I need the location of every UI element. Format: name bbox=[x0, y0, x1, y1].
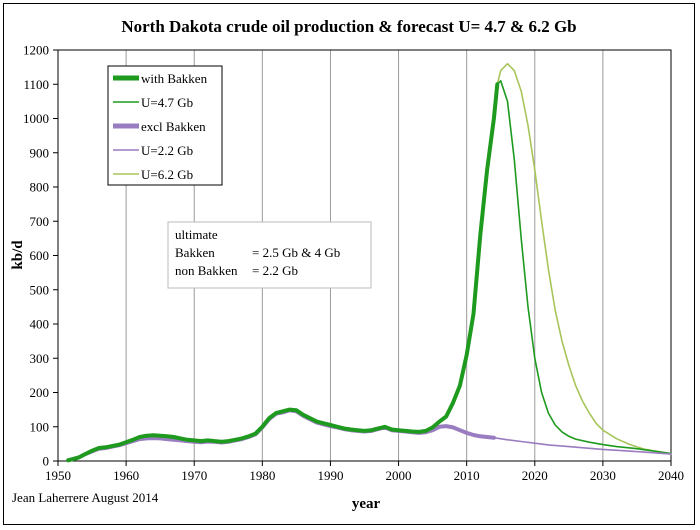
legend-label-u47: U=4.7 Gb bbox=[141, 95, 193, 110]
y-tick-label: 900 bbox=[30, 145, 50, 160]
x-tick-label: 1960 bbox=[113, 468, 139, 483]
x-tick-label: 2020 bbox=[522, 468, 548, 483]
x-tick-label: 2010 bbox=[454, 468, 480, 483]
legend-label-excl-bakken: excl Bakken bbox=[141, 119, 206, 134]
series-line-u-4-7-gb bbox=[496, 80, 672, 455]
credit-text: Jean Laherrere August 2014 bbox=[12, 490, 159, 505]
y-tick-label: 100 bbox=[30, 419, 50, 434]
y-tick-label: 1100 bbox=[23, 77, 49, 92]
chart-title: North Dakota crude oil production & fore… bbox=[121, 17, 576, 36]
y-tick-label: 200 bbox=[30, 385, 50, 400]
annotation-line-2-value: = 2.5 Gb & 4 Gb bbox=[252, 245, 340, 260]
annotation-line-1: ultimate bbox=[175, 227, 218, 242]
x-tick-label: 1990 bbox=[317, 468, 343, 483]
axis-ticks: 1950 1960 1970 1980 1990 2000 2010 2020 2030 2040… bbox=[23, 43, 684, 484]
annotation-line-3-value: = 2.2 Gb bbox=[252, 263, 298, 278]
series-group bbox=[66, 62, 672, 463]
legend-label-with-bakken: with Bakken bbox=[141, 71, 208, 86]
x-axis-label: year bbox=[352, 496, 381, 512]
x-tick-label: 1980 bbox=[249, 468, 275, 483]
x-tick-label: 2000 bbox=[386, 468, 412, 483]
legend-label-u62: U=6.2 Gb bbox=[141, 167, 193, 182]
legend-label-u22: U=2.2 Gb bbox=[141, 143, 193, 158]
series-line-excl-bakken bbox=[66, 408, 496, 463]
annotation-line-3-label: non Bakken bbox=[175, 263, 238, 278]
y-tick-label: 1200 bbox=[23, 43, 49, 58]
y-tick-label: 400 bbox=[30, 317, 50, 332]
y-tick-label: 1000 bbox=[23, 111, 49, 126]
y-tick-label: 0 bbox=[43, 454, 50, 469]
chart-frame bbox=[3, 3, 695, 525]
x-tick-label: 1970 bbox=[181, 468, 207, 483]
legend: with Bakken U=4.7 Gb excl Bakken U=2.2 G… bbox=[107, 65, 223, 186]
y-tick-label: 500 bbox=[30, 282, 50, 297]
y-tick-label: 700 bbox=[30, 214, 50, 229]
x-tick-label: 2040 bbox=[658, 468, 684, 483]
y-axis-label: kb/d bbox=[10, 240, 26, 270]
y-tick-label: 800 bbox=[30, 180, 50, 195]
series-line-u-2-2-gb bbox=[493, 436, 672, 455]
x-tick-label: 1950 bbox=[45, 468, 71, 483]
y-tick-label: 300 bbox=[30, 351, 50, 366]
series-line-u-6-2-gb bbox=[496, 62, 672, 455]
x-tick-label: 2030 bbox=[590, 468, 616, 483]
series-line-with-bakken bbox=[66, 82, 500, 463]
grid-lines bbox=[125, 50, 604, 461]
y-tick-label: 600 bbox=[30, 248, 50, 263]
annotation-box bbox=[167, 221, 372, 289]
ultimate-annotation: ultimate Bakken = 2.5 Gb & 4 Gb non Bakk… bbox=[167, 221, 372, 289]
annotation-line-2-label: Bakken bbox=[175, 245, 215, 260]
